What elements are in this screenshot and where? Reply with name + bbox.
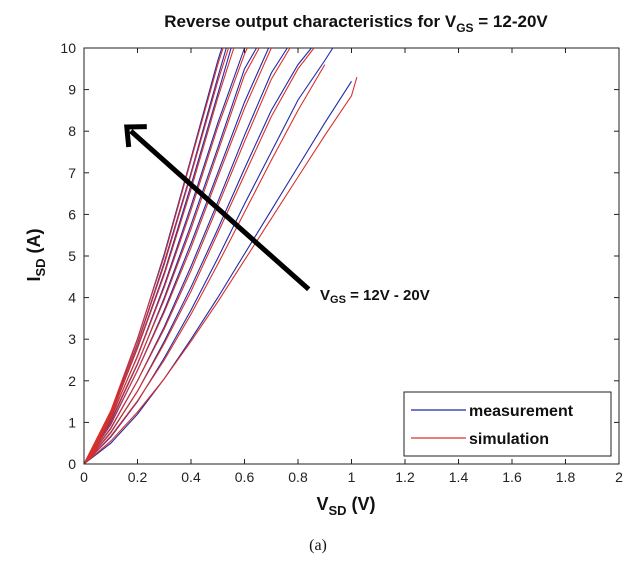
legend-label-measurement: measurement [469,403,574,420]
y-tick-label: 6 [68,206,76,222]
simulation-curve-1 [83,47,224,465]
y-tick-label: 7 [68,165,76,181]
x-tick-label: 0 [80,469,88,485]
simulation-curve-3 [83,47,235,465]
annotation-label: VGS = 12V - 20V [320,287,430,306]
simulation-curve-6 [83,47,272,465]
x-tick-label: 0.8 [288,469,308,485]
x-axis-label: VSD (V) [316,494,375,518]
annotation-arrow [124,124,311,292]
simulation-curve-10 [83,76,358,465]
x-tick-label: 1.8 [556,469,576,485]
simulation-curve-9 [83,64,326,465]
y-tick-label: 1 [68,414,76,430]
simulation-curve-4 [83,47,248,465]
arrow-shaft [129,129,311,292]
x-tick-label: 0.2 [128,469,148,485]
x-tick-label: 1.2 [395,469,415,485]
x-tick-label: 0.6 [235,469,255,485]
ticks-layer: 0 0.2 0.4 0.6 0.8 1 1.2 1.4 1.6 1.8 2 0 1 2 3 4 5 6 7 8 9 10 [60,40,623,485]
x-tick-label: 1.6 [502,469,522,485]
y-axis-label: ISD (A) [24,228,48,281]
figure-caption: (a) [309,537,327,554]
chart-title: Reverse output characteristics for VGS =… [164,12,548,35]
x-tick-label: 1.4 [449,469,469,485]
simulation-curve-2 [83,47,230,465]
legend-label-simulation: simulation [469,431,549,448]
legend: measurement simulation [403,391,612,457]
simulation-curve-8 [83,47,315,465]
curves-layer [83,47,358,465]
y-tick-label: 9 [68,82,76,98]
x-tick-label: 1 [348,469,356,485]
y-tick-label: 10 [60,40,76,56]
x-tick-label: 2 [615,469,623,485]
arrow-head [124,124,147,148]
measurement-curve-10 [83,81,352,465]
y-tick-label: 8 [68,123,76,139]
x-tick-label: 0.4 [181,469,201,485]
y-tick-label: 3 [68,331,76,347]
legend-box [403,391,612,457]
y-tick-label: 4 [68,290,76,306]
y-tick-label: 0 [68,456,76,472]
y-tick-label: 5 [68,248,76,264]
simulation-curve-7 [83,47,291,465]
y-tick-label: 2 [68,373,76,389]
simulation-curve-5 [83,47,260,465]
